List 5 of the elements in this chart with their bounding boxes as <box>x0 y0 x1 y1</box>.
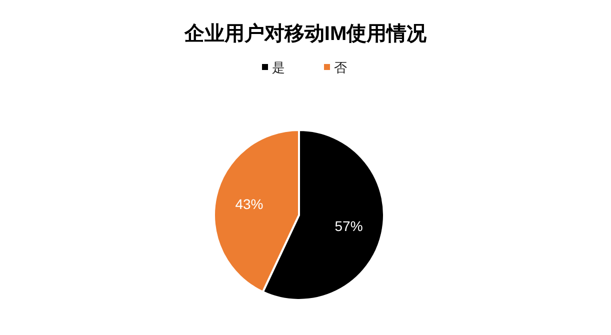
legend-label: 是 <box>272 60 285 75</box>
legend-label: 否 <box>334 60 347 75</box>
data-label: 43% <box>235 196 264 212</box>
chart-title: 企业用户对移动IM使用情况 <box>183 22 428 45</box>
data-label: 57% <box>334 218 363 234</box>
